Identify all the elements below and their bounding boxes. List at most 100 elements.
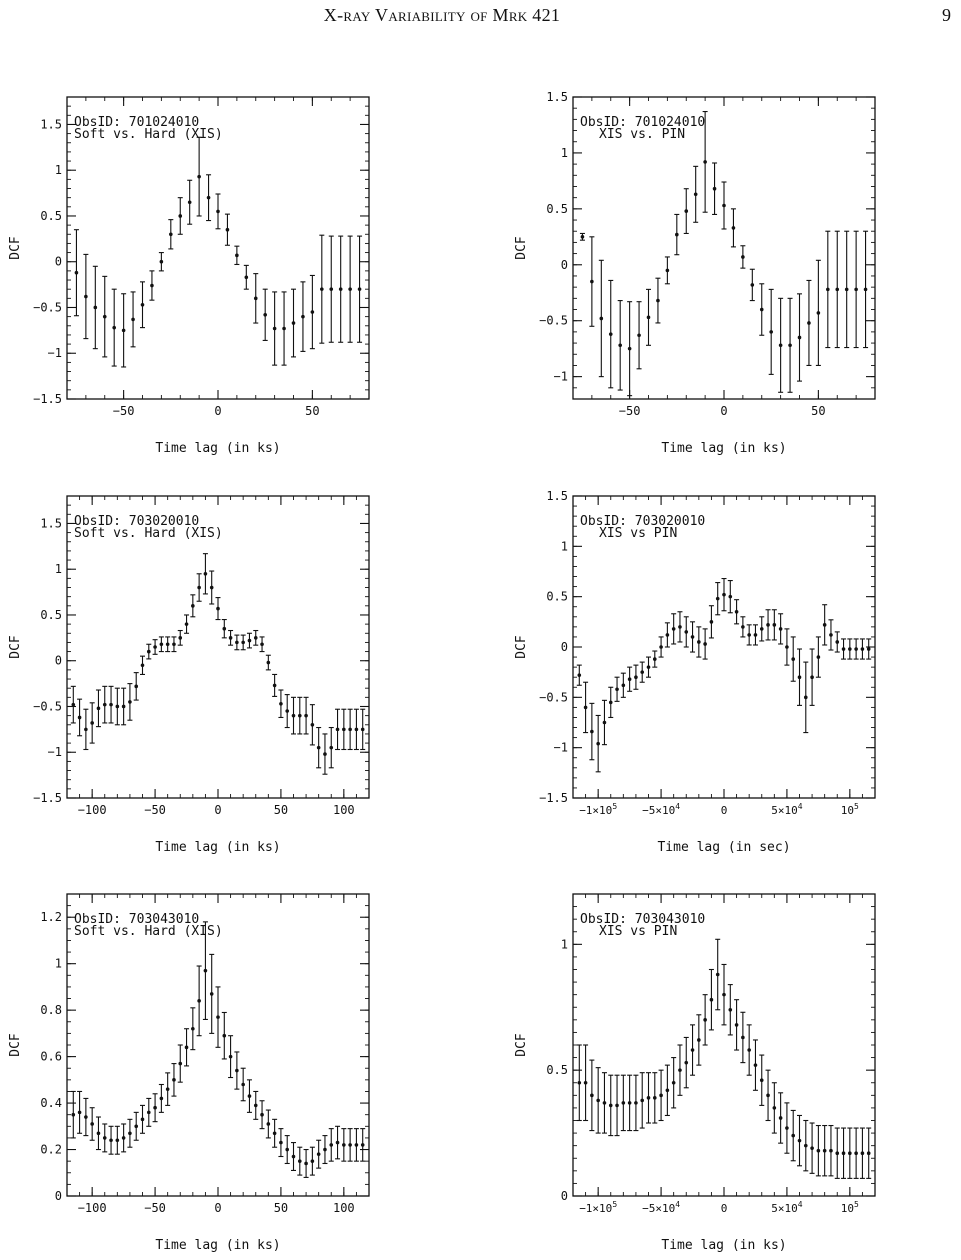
data-point xyxy=(190,594,196,618)
data-marker xyxy=(272,1131,277,1136)
data-point xyxy=(83,708,89,751)
data-marker xyxy=(656,298,660,303)
page-header: X-ray Variability of Mrk 421 9 xyxy=(0,0,961,40)
data-marker xyxy=(637,333,641,338)
data-marker xyxy=(172,1078,176,1082)
data-point xyxy=(108,1125,114,1155)
data-point xyxy=(589,702,595,761)
data-marker xyxy=(602,720,607,725)
y-axis-label: DCF xyxy=(514,1033,529,1057)
x-tick-label: 0 xyxy=(721,804,728,817)
data-marker xyxy=(203,968,208,973)
data-marker xyxy=(146,649,151,654)
data-point xyxy=(133,1111,139,1141)
data-point xyxy=(127,1118,133,1148)
data-marker xyxy=(172,642,176,647)
data-marker xyxy=(109,702,113,707)
data-marker xyxy=(348,287,352,291)
data-marker xyxy=(627,346,632,351)
data-marker xyxy=(260,642,264,647)
data-point xyxy=(620,1074,626,1132)
data-marker xyxy=(646,315,651,320)
data-point xyxy=(196,136,202,217)
data-marker xyxy=(115,1138,120,1143)
data-marker xyxy=(860,647,865,651)
x-axis-label: Time lag (in ks) xyxy=(155,441,280,456)
data-marker xyxy=(77,1110,82,1115)
obsid-annotation: XIS vs PIN xyxy=(599,526,677,541)
data-marker xyxy=(291,321,296,325)
x-tick-label: 0 xyxy=(721,1202,728,1215)
data-point xyxy=(778,1092,784,1144)
data-marker xyxy=(618,343,622,348)
data-point xyxy=(309,1146,315,1176)
data-point xyxy=(646,656,651,678)
data-point xyxy=(683,188,689,235)
y-tick-label: 0.4 xyxy=(40,1096,62,1110)
data-marker xyxy=(121,704,126,709)
y-tick-label: −0.5 xyxy=(33,300,62,314)
data-marker xyxy=(272,683,277,688)
data-point xyxy=(614,676,620,702)
data-point xyxy=(778,297,784,393)
data-marker xyxy=(797,675,802,679)
data-marker xyxy=(697,640,701,644)
data-marker xyxy=(854,1151,858,1156)
data-point xyxy=(347,1128,353,1162)
data-point xyxy=(146,1097,152,1127)
data-point xyxy=(89,1107,95,1141)
data-marker xyxy=(791,657,796,661)
x-tick-label: 50 xyxy=(305,404,319,418)
data-point xyxy=(281,291,287,366)
data-point xyxy=(627,1074,633,1132)
data-marker xyxy=(323,1147,327,1152)
chart-panel-2: −50 0 50 −1 −0.5 0 0.5 1 1.5 Time lag (in ks) DCF O… xyxy=(514,90,876,456)
data-marker xyxy=(159,259,164,264)
data-marker xyxy=(816,311,821,315)
data-marker xyxy=(335,727,340,732)
data-point xyxy=(265,654,271,671)
data-point xyxy=(797,293,802,382)
data-point xyxy=(759,616,765,642)
data-point xyxy=(83,1097,89,1137)
y-tick-label: −1 xyxy=(554,741,568,755)
data-marker xyxy=(209,585,214,590)
data-point xyxy=(309,274,315,350)
data-marker xyxy=(671,627,676,631)
data-marker xyxy=(741,1035,745,1040)
data-marker xyxy=(360,1143,365,1147)
data-point xyxy=(291,1142,296,1171)
plot-frame xyxy=(572,96,876,400)
data-marker xyxy=(848,647,852,651)
data-point xyxy=(601,1072,607,1134)
data-marker xyxy=(329,1143,334,1147)
data-point xyxy=(693,165,699,223)
x-axis-label: Time lag (in ks) xyxy=(155,1238,280,1253)
y-tick-label: −1.5 xyxy=(539,791,568,805)
data-point xyxy=(215,597,221,621)
data-point xyxy=(297,1146,303,1176)
data-marker xyxy=(835,640,840,644)
data-marker xyxy=(797,1138,802,1143)
data-marker xyxy=(90,1122,94,1126)
data-point xyxy=(360,1128,366,1162)
data-point xyxy=(243,264,249,290)
data-marker xyxy=(253,636,258,640)
data-marker xyxy=(678,1068,682,1072)
data-point xyxy=(121,1123,127,1153)
data-marker xyxy=(266,660,271,665)
data-marker xyxy=(854,647,858,651)
data-point xyxy=(206,174,212,222)
data-point xyxy=(265,1109,271,1139)
data-point xyxy=(671,1057,677,1109)
data-point xyxy=(89,702,95,744)
x-tick-label: −1×105 xyxy=(579,1200,617,1215)
data-point xyxy=(215,986,221,1048)
data-point xyxy=(234,1051,240,1090)
data-marker xyxy=(310,1159,315,1163)
data-point xyxy=(834,1127,840,1179)
data-marker xyxy=(165,642,170,647)
data-point xyxy=(111,288,117,367)
y-tick-label: 1.5 xyxy=(546,489,568,503)
